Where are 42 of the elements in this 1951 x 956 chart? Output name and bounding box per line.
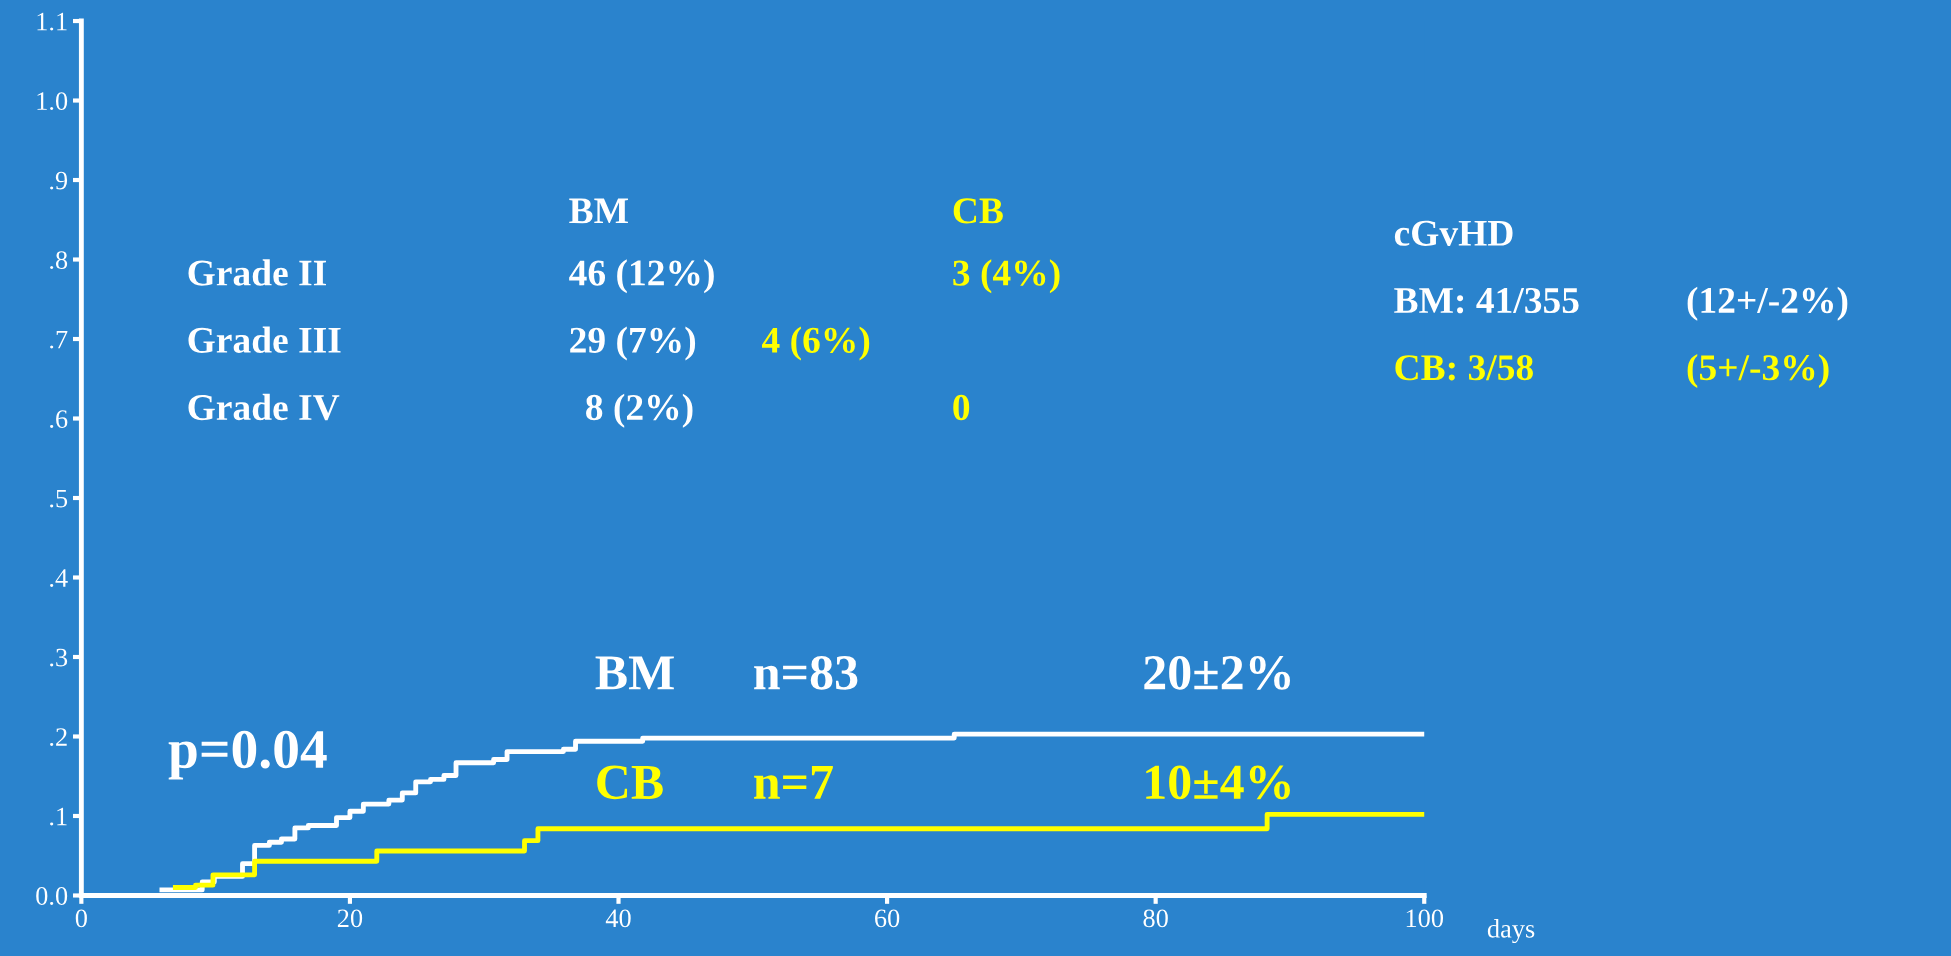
y-tick-label: .9 (50, 171, 68, 190)
annotation: CB (953, 198, 1003, 224)
series-label: BM (595, 656, 674, 690)
annotation: 3 (4%) (953, 259, 1060, 294)
y-tick-label: .4 (50, 569, 68, 588)
y-tick-label: .1 (50, 807, 67, 826)
annotation: 8 (2%) (586, 393, 693, 428)
annotation: BM: 41/355 (1394, 287, 1579, 314)
y-tick-label: .2 (50, 728, 67, 747)
annotation: Grade IV (188, 393, 340, 421)
annotation: CB: 3/58 (1395, 355, 1533, 381)
y-tick-label: .7 (50, 330, 68, 349)
annotation: cGvHD (1394, 220, 1513, 246)
y-tick-label: .5 (50, 489, 68, 508)
annotation: 20±2% (1144, 655, 1290, 690)
x-tick-label: 80 (1143, 909, 1168, 928)
annotation: 46 (12%) (569, 259, 714, 294)
x-tick-label: 0 (75, 909, 87, 928)
annotation: n=83 (754, 655, 858, 690)
y-tick-label: .8 (50, 251, 68, 270)
text: (12+/-2%) (1687, 286, 1848, 321)
y-tick-label: .6 (50, 410, 68, 429)
annotation: 29 (7%) (570, 326, 696, 361)
y-tick-label: 1.1 (37, 12, 67, 31)
annotation: Grade III (188, 326, 341, 353)
x-tick-label: 60 (875, 909, 900, 928)
y-tick-label: 1.0 (37, 92, 68, 111)
x-axis-title: days (1487, 919, 1535, 944)
annotation: Grade II (188, 259, 326, 286)
annotation: 4 (6%) (762, 326, 870, 361)
annotation: p=0.04 (168, 730, 327, 780)
series-label: CB (597, 765, 663, 800)
annotation: n=7 (754, 765, 833, 799)
annotation: 0 (953, 394, 970, 421)
x-tick-label: 40 (605, 909, 631, 928)
y-tick-label: .3 (50, 648, 68, 667)
text: (5+/-3%) (1687, 353, 1829, 388)
annotation: 10±4% (1146, 765, 1290, 800)
x-tick-label: 20 (337, 909, 363, 928)
x-tick-label: 100 (1406, 909, 1444, 928)
annotation: BM (569, 198, 628, 224)
y-tick-label: 0.0 (36, 887, 68, 906)
